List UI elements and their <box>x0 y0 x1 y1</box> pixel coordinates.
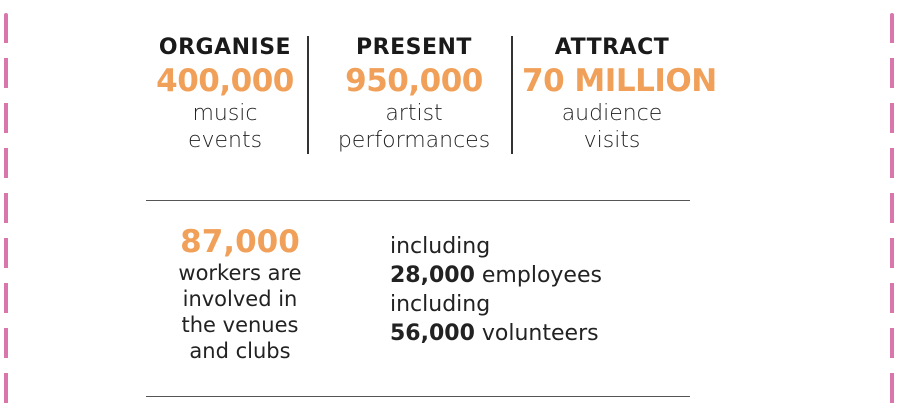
volunteers-line: 56,000 volunteers <box>390 319 690 348</box>
stat-number: 400,000 <box>156 63 294 99</box>
stat-attract: ATTRACT 70 MILLION audience visits <box>522 34 717 154</box>
stat-heading: ORGANISE <box>158 35 292 60</box>
dashed-border-right <box>890 13 894 413</box>
volunteers-number: 56,000 <box>390 321 475 346</box>
horizontal-divider <box>146 396 690 397</box>
stat-number: 70 MILLION <box>522 63 717 99</box>
workers-desc-line: and clubs <box>189 339 291 363</box>
workers-desc-line: workers are <box>178 261 302 285</box>
stat-desc-line: audience <box>561 101 663 126</box>
stat-desc-line: visits <box>583 128 641 153</box>
stat-heading: ATTRACT <box>554 35 670 60</box>
vertical-divider <box>511 36 513 154</box>
stat-organise: ORGANISE 400,000 music events <box>140 34 310 154</box>
breakdown-including-label: including <box>390 292 491 317</box>
stat-desc-line: events <box>187 128 263 153</box>
workers-desc-line: involved in <box>182 287 298 311</box>
stat-desc-line: performances <box>337 128 491 153</box>
breakdown-including-label: including <box>390 234 491 259</box>
employees-number: 28,000 <box>390 263 475 288</box>
volunteers-label: volunteers <box>474 321 599 346</box>
workers-breakdown: including 28,000 employees including 56,… <box>390 232 690 348</box>
stat-number: 950,000 <box>345 63 483 99</box>
stat-present: PRESENT 950,000 artist performances <box>318 34 510 154</box>
employees-label: employees <box>474 263 602 288</box>
workers-stat: 87,000 workers are involved in the venue… <box>150 224 330 364</box>
workers-desc-line: the venues <box>181 313 299 337</box>
workers-number: 87,000 <box>180 224 300 260</box>
dashed-border-left <box>4 13 8 413</box>
stat-desc-line: artist <box>385 101 443 126</box>
vertical-divider <box>307 36 309 154</box>
horizontal-divider <box>146 200 690 201</box>
employees-line: 28,000 employees <box>390 261 690 290</box>
stat-heading: PRESENT <box>356 35 472 60</box>
stat-desc-line: music <box>192 101 258 126</box>
